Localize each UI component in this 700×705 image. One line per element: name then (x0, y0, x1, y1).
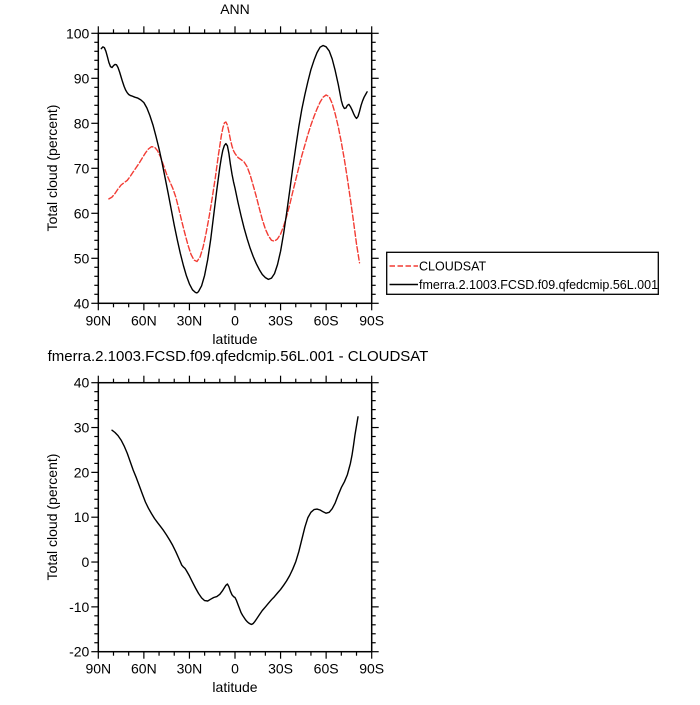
y-tick-label: 60 (74, 205, 90, 221)
legend: CLOUDSAT fmerra.2.1003.FCSD.f09.qfedcmip… (386, 251, 659, 295)
chart-diff: fmerra.2.1003.FCSD.f09.qfedcmip.56L.001 … (44, 348, 428, 695)
x-tick-label: 30S (268, 661, 293, 677)
x-tick-label: 90N (85, 661, 111, 677)
chart-diff-xlabel: latitude (212, 679, 257, 695)
x-tick-label: 60N (131, 312, 157, 328)
series-line-solid (111, 416, 359, 626)
chart-ann-xlabel: latitude (212, 331, 257, 347)
y-tick-label: 80 (74, 115, 90, 131)
x-tick-label: 30S (268, 312, 293, 328)
x-tick-label: 0 (231, 312, 239, 328)
legend-box (386, 251, 659, 295)
x-tick-label: 60S (314, 661, 339, 677)
y-tick-label: -20 (69, 644, 89, 660)
y-tick-label: 10 (74, 509, 90, 525)
legend-label-cloudsat: CLOUDSAT (419, 260, 487, 274)
y-tick-label: 70 (74, 160, 90, 176)
chart-ann-title: ANN (220, 1, 250, 17)
x-tick-label: 0 (231, 661, 239, 677)
plot-frame (97, 32, 373, 305)
x-tick-label: 60S (314, 312, 339, 328)
y-tick-label: 30 (74, 420, 90, 436)
x-tick-label: 30N (177, 661, 203, 677)
x-tick-label: 90S (359, 312, 384, 328)
x-tick-label: 90S (359, 661, 384, 677)
chart-ann-ylabel: Total cloud (percent) (44, 105, 60, 232)
y-tick-label: 0 (82, 554, 90, 570)
x-tick-label: 60N (131, 661, 157, 677)
plot-frame (97, 381, 373, 653)
y-tick-label: 40 (74, 295, 90, 311)
y-tick-label: 50 (74, 250, 90, 266)
x-tick-label: 30N (177, 312, 203, 328)
y-tick-label: 20 (74, 464, 90, 480)
series-line-dashed (108, 94, 361, 264)
chart-diff-ylabel: Total cloud (percent) (44, 454, 60, 581)
chart-diff-title: fmerra.2.1003.FCSD.f09.qfedcmip.56L.001 … (48, 348, 429, 365)
y-tick-label: 90 (74, 70, 90, 86)
series-line-solid (100, 44, 368, 294)
legend-label-model: fmerra.2.1003.FCSD.f09.qfedcmip.56L.001 (419, 278, 658, 292)
chart-ann: ANN Total cloud (percent) latitude 90N 60… (44, 1, 384, 347)
y-tick-label: -10 (69, 599, 89, 615)
y-tick-label: 40 (74, 375, 90, 391)
y-tick-label: 100 (66, 25, 90, 41)
x-tick-label: 90N (85, 312, 111, 328)
